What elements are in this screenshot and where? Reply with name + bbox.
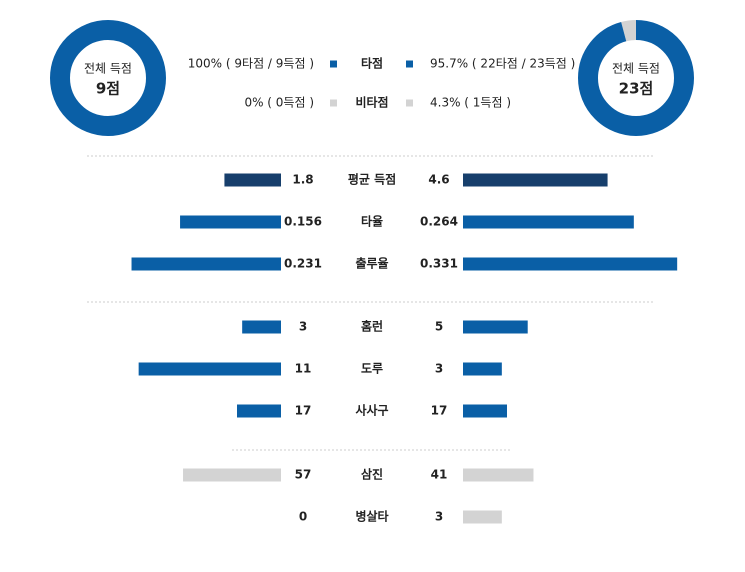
bar-right [463,510,502,524]
value-right: 17 [431,404,448,418]
donut-caption: 전체 득점 [84,62,132,76]
value-left: 1.8 [292,173,313,187]
bar-left [237,404,281,418]
value-right: 41 [431,468,448,482]
legend-swatch [330,99,337,107]
stat-label: 사사구 [355,403,388,418]
donut-total: 23점 [619,80,654,98]
value-left: 0.156 [284,215,322,229]
stat-label: 병살타 [355,509,388,524]
value-left: 0 [299,510,307,524]
bar-left [138,362,281,376]
bar-left [242,320,281,334]
legend-right-text: 4.3% ( 1득점 ) [430,96,511,110]
bar-left [131,257,281,271]
bar-left [180,215,281,229]
donut-segment [50,20,166,136]
value-right: 3 [435,510,443,524]
legend-label: 타점 [361,56,383,71]
bar-right [463,257,678,271]
legend-left-text: 0% ( 0득점 ) [244,96,314,110]
bar-right [463,468,534,482]
value-right: 0.331 [420,257,458,271]
stat-label: 홈런 [361,319,383,334]
value-left: 57 [295,468,312,482]
bar-left [224,173,281,187]
bar-right [463,215,634,229]
stat-label: 타율 [361,214,383,229]
bar-left [183,468,281,482]
legend-swatch [330,60,337,68]
value-left: 3 [299,320,307,334]
legend-swatch [406,99,413,107]
value-right: 3 [435,362,443,376]
legend-label: 비타점 [355,95,388,110]
donut-caption: 전체 득점 [612,62,660,76]
value-right: 4.6 [428,173,449,187]
bar-right [463,173,608,187]
stat-label: 도루 [361,362,383,376]
stat-label: 출루율 [355,256,388,271]
bar-right [463,362,502,376]
value-right: 0.264 [420,215,458,229]
bar-right [463,404,507,418]
donut-total: 9점 [96,80,120,98]
legend-right-text: 95.7% ( 22타점 / 23득점 ) [430,57,575,71]
value-left: 17 [295,404,312,418]
value-right: 5 [435,320,443,334]
stat-label: 평균 득점 [348,172,396,187]
legend-swatch [406,60,413,68]
value-left: 0.231 [284,257,322,271]
donut-segment [578,20,694,136]
stat-label: 삼진 [361,467,383,482]
bar-right [463,320,528,334]
value-left: 11 [295,362,312,376]
legend-left-text: 100% ( 9타점 / 9득점 ) [188,57,314,71]
